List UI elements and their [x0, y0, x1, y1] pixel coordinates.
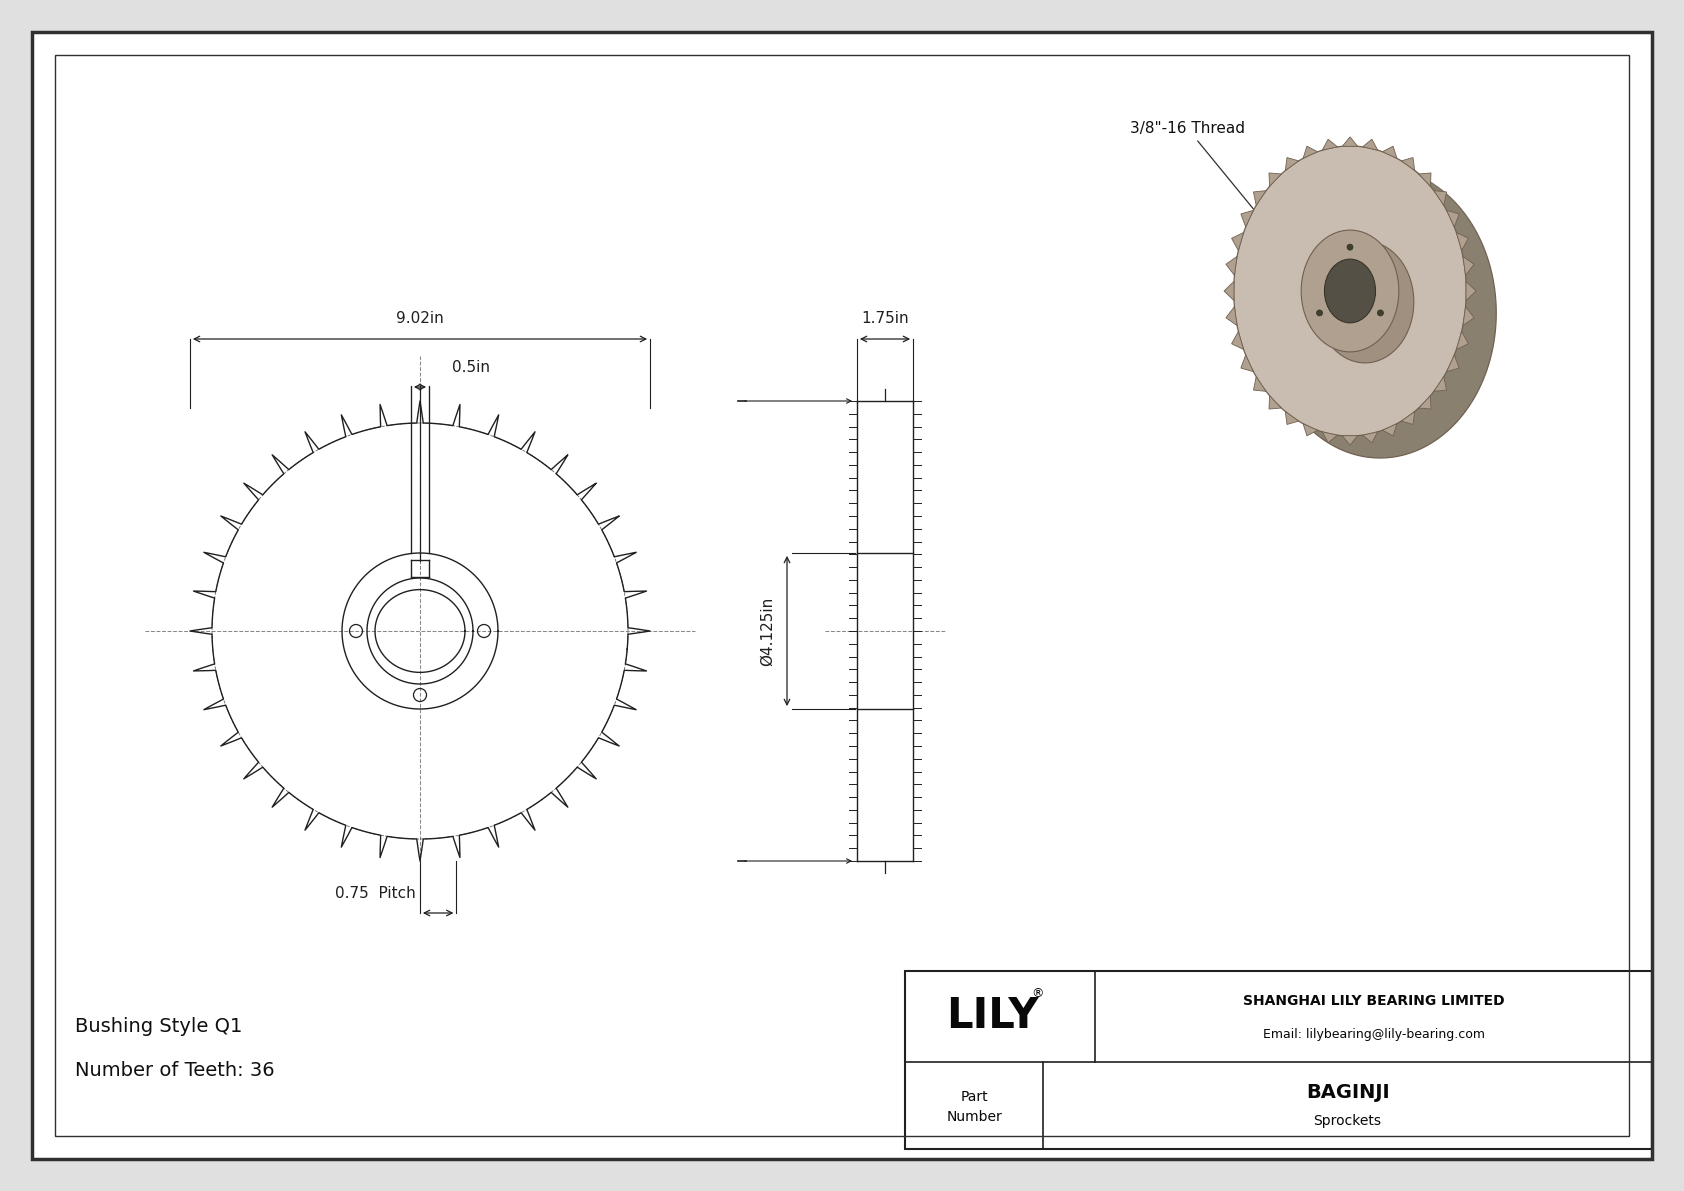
Polygon shape — [1463, 306, 1474, 325]
Polygon shape — [1401, 157, 1415, 170]
Polygon shape — [1224, 281, 1234, 300]
Text: Bushing Style Q1: Bushing Style Q1 — [76, 1016, 242, 1035]
Polygon shape — [1322, 432, 1337, 443]
Text: Part: Part — [960, 1091, 989, 1104]
Polygon shape — [1447, 211, 1458, 227]
Polygon shape — [1433, 376, 1447, 392]
Polygon shape — [1253, 191, 1266, 205]
Text: 9.02in: 9.02in — [396, 311, 445, 326]
Polygon shape — [1231, 232, 1244, 250]
Text: Number: Number — [946, 1110, 1002, 1124]
Polygon shape — [1447, 355, 1458, 372]
Polygon shape — [1231, 331, 1244, 349]
Text: 0.75  Pitch: 0.75 Pitch — [335, 886, 416, 902]
Polygon shape — [1342, 137, 1357, 146]
Polygon shape — [1226, 256, 1238, 275]
Polygon shape — [1226, 306, 1238, 325]
Text: 1.75in: 1.75in — [861, 311, 909, 326]
Text: Ø4.125in: Ø4.125in — [759, 597, 775, 666]
Ellipse shape — [1347, 244, 1352, 250]
Polygon shape — [1401, 412, 1415, 424]
Text: Number of Teeth: 36: Number of Teeth: 36 — [76, 1061, 274, 1080]
Polygon shape — [1285, 412, 1298, 424]
Polygon shape — [1234, 146, 1467, 436]
Bar — [904, 971, 1652, 1149]
Ellipse shape — [1317, 310, 1322, 316]
Text: 3/8"-16 Thread: 3/8"-16 Thread — [1130, 121, 1324, 295]
Bar — [904, 971, 1652, 1149]
Polygon shape — [1342, 436, 1357, 445]
Polygon shape — [1467, 281, 1475, 300]
Polygon shape — [1383, 424, 1398, 436]
Polygon shape — [1418, 395, 1431, 409]
Text: Sprockets: Sprockets — [1314, 1115, 1381, 1128]
Ellipse shape — [1378, 310, 1384, 316]
Polygon shape — [1270, 395, 1282, 409]
Polygon shape — [1253, 376, 1266, 392]
Polygon shape — [1303, 424, 1317, 436]
Polygon shape — [1241, 355, 1253, 372]
Polygon shape — [1241, 211, 1253, 227]
Polygon shape — [1418, 173, 1431, 186]
Text: LILY: LILY — [946, 996, 1039, 1037]
Polygon shape — [1322, 139, 1337, 150]
Polygon shape — [1270, 173, 1282, 186]
Text: ®: ® — [1031, 987, 1044, 1000]
Polygon shape — [1457, 331, 1468, 349]
Ellipse shape — [1317, 241, 1415, 363]
Polygon shape — [1362, 139, 1378, 150]
Polygon shape — [1285, 157, 1298, 170]
Polygon shape — [1303, 146, 1317, 158]
Polygon shape — [1383, 146, 1398, 158]
Polygon shape — [1362, 432, 1378, 443]
Text: 0.5in: 0.5in — [451, 360, 490, 375]
Ellipse shape — [1302, 230, 1399, 351]
Polygon shape — [1463, 256, 1474, 275]
Text: SHANGHAI LILY BEARING LIMITED: SHANGHAI LILY BEARING LIMITED — [1243, 994, 1504, 1008]
Polygon shape — [1433, 191, 1447, 205]
Polygon shape — [1457, 232, 1468, 250]
Polygon shape — [1263, 168, 1497, 459]
Text: BAGINJI: BAGINJI — [1305, 1083, 1389, 1102]
Ellipse shape — [1324, 260, 1376, 323]
Text: Email: lilybearing@lily-bearing.com: Email: lilybearing@lily-bearing.com — [1263, 1028, 1485, 1041]
